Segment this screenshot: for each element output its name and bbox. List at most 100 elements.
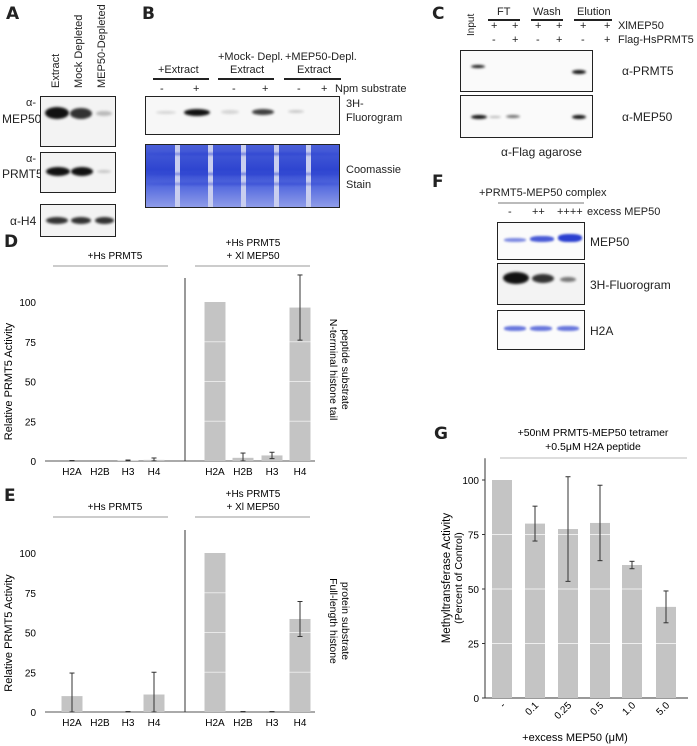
blot-label: α-H4 [10, 214, 37, 228]
western-blot-mep50 [40, 96, 116, 147]
y-axis-label: Methyltransferase Activity [441, 513, 453, 644]
group-label: +Mock- Depl. [218, 51, 284, 63]
sign: + [512, 34, 519, 46]
blot-label: α- [26, 97, 37, 109]
group-label: Elution [577, 6, 611, 18]
y-tick-label: 0 [30, 457, 36, 468]
footer-label: α-Flag agarose [501, 145, 582, 159]
bar [622, 565, 642, 698]
y-tick-label: 75 [468, 531, 480, 542]
chart-title: +50nM PRMT5-MEP50 tetramer [518, 427, 669, 439]
y-tick-label: 50 [25, 378, 37, 389]
x-tick-label: 5.0 [655, 700, 673, 718]
blot-label: PRMT5 [2, 167, 43, 181]
x-tick-label: 0.25 [553, 700, 575, 722]
side-label: Full-length histone [327, 578, 339, 664]
panel-label-c: C [432, 4, 445, 24]
coomassie-h2a-gel [497, 310, 585, 350]
sign: ++++ [557, 206, 583, 218]
panel-label-b: B [142, 4, 155, 24]
blot-label: 3H-Fluorogram [590, 278, 671, 292]
x-tick-label: H3 [122, 467, 135, 478]
blot-label: H2A [590, 324, 614, 338]
x-tick-label: H2B [90, 718, 110, 729]
sign: - [508, 206, 512, 218]
sign: + [580, 20, 587, 32]
group-label: +Hs PRMT5 [88, 251, 143, 262]
sign: + [321, 83, 328, 95]
bar [289, 307, 311, 461]
western-blot-prmt5 [40, 152, 116, 193]
x-tick-label: 1.0 [621, 700, 639, 718]
sign: + [491, 20, 498, 32]
sign: - [232, 83, 236, 95]
sign: - [297, 83, 301, 95]
y-axis-label: Relative PRMT5 Activity [3, 574, 15, 692]
x-tick-label: H2B [233, 718, 253, 729]
x-tick-label: 0.5 [589, 700, 607, 718]
y-axis-label: Relative PRMT5 Activity [3, 322, 15, 440]
x-tick-label: H2A [62, 467, 82, 478]
y-tick-label: 50 [25, 629, 37, 640]
group-label: +Extract [158, 64, 199, 76]
row-label: Npm substrate [335, 83, 407, 95]
sign: + [556, 34, 563, 46]
x-tick-label: H2A [205, 467, 225, 478]
sign: ++ [532, 206, 545, 218]
panel-label-a: A [6, 4, 20, 24]
x-tick-label: H4 [148, 467, 161, 478]
y-tick-label: 0 [473, 694, 479, 705]
row-label: excess MEP50 [587, 206, 661, 218]
y-tick-label: 25 [25, 417, 37, 428]
sign: - [581, 34, 585, 46]
sign: - [536, 34, 540, 46]
y-axis-label: (Percent of Control) [453, 532, 465, 624]
group-label: +Hs PRMT5 [226, 489, 281, 500]
coomassie-mep50-gel [497, 222, 585, 260]
blot-label: α-PRMT5 [622, 64, 674, 78]
sign: + [193, 83, 200, 95]
panel-label-f: F [432, 172, 444, 192]
group-label: FT [497, 6, 511, 18]
x-tick-label: H2B [90, 467, 110, 478]
bar [656, 606, 676, 698]
coomassie-gel [145, 144, 340, 208]
blot-label: MEP50 [2, 112, 42, 126]
x-tick-label: H4 [148, 718, 161, 729]
y-tick-label: 100 [19, 549, 36, 560]
y-tick-label: 0 [30, 708, 36, 719]
panel-label-d: D [4, 232, 19, 252]
row-label: XlMEP50 [618, 20, 664, 32]
sign: - [492, 34, 496, 46]
bar [525, 523, 545, 698]
chart-title: +0.5μM H2A peptide [545, 441, 641, 453]
blot-label: Stain [346, 179, 372, 191]
x-tick-label: H4 [294, 467, 307, 478]
bar [289, 618, 311, 712]
group-label: +Hs PRMT5 [226, 238, 281, 249]
x-tick-label: H2A [205, 718, 225, 729]
blot-label: Coomassie [346, 164, 402, 176]
fluorogram-blot [145, 96, 340, 135]
group-label: +MEP50-Depl. [285, 51, 357, 63]
y-tick-label: 25 [25, 668, 37, 679]
group-label: Extract [230, 64, 265, 76]
sign: + [535, 20, 542, 32]
group-label: Wash [533, 6, 561, 18]
x-tick-label: H3 [266, 467, 279, 478]
sign: - [160, 83, 164, 95]
blot-label: Fluorogram [346, 112, 403, 124]
panel-label-e: E [4, 486, 16, 506]
western-blot-mep50-pulldown [460, 95, 593, 138]
y-tick-label: 25 [468, 640, 480, 651]
row-label: Flag-HsPRMT5 [618, 34, 694, 46]
x-tick-label: - [498, 700, 508, 710]
x-tick-label: H3 [266, 718, 279, 729]
y-tick-label: 100 [19, 298, 36, 309]
sign: + [262, 83, 269, 95]
x-axis-label: +excess MEP50 (μM) [522, 732, 628, 744]
sign: + [604, 20, 611, 32]
panel-label-g: G [434, 424, 448, 444]
blot-label: α-MEP50 [622, 110, 673, 124]
